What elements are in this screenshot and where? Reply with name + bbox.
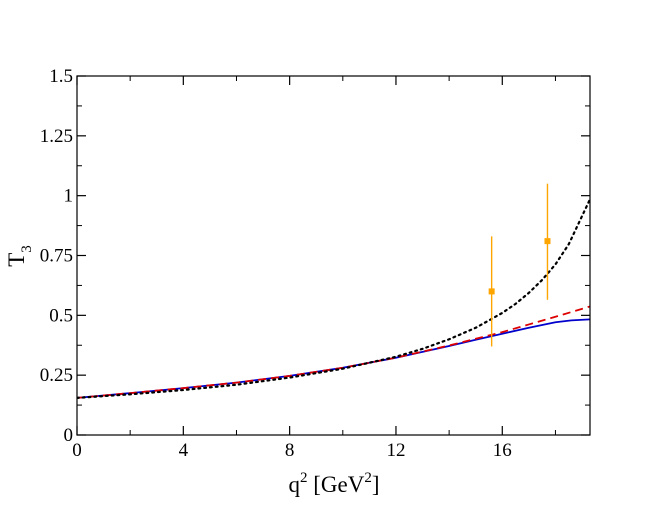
- x-tick-label: 12: [386, 440, 405, 461]
- y-axis-title-base: T: [4, 253, 29, 267]
- series-line-dotted: [77, 198, 590, 399]
- y-tick-label: 1.5: [49, 66, 73, 87]
- x-axis-title-sup: 2: [300, 470, 308, 486]
- x-tick-label: 16: [493, 440, 512, 461]
- data-point-1: [488, 288, 495, 295]
- y-axis-title-sub: 3: [19, 245, 35, 253]
- y-axis-title: T3: [4, 245, 35, 267]
- plot-frame: [76, 75, 591, 436]
- y-tick-label: 0.5: [49, 305, 73, 326]
- y-tick-label: 1: [64, 186, 74, 207]
- y-tick-label: 1.25: [40, 126, 73, 147]
- x-axis-title-unit-close: ]: [372, 472, 380, 497]
- x-axis-title-unit-sup: 2: [364, 470, 372, 486]
- x-axis-title: q2 [GeV2]: [288, 470, 379, 497]
- y-tick-label: 0: [64, 425, 74, 446]
- data-point-2: [544, 238, 551, 245]
- x-tick-label: 8: [285, 440, 295, 461]
- x-axis-title-unit-open: [GeV: [307, 472, 364, 497]
- y-tick-label: 0.75: [40, 246, 73, 267]
- x-tick-label: 0: [72, 440, 82, 461]
- series-line-dashed: [77, 305, 590, 399]
- svg-text:T3: T3: [4, 245, 35, 267]
- svg-text:q2 [GeV2]: q2 [GeV2]: [288, 470, 379, 497]
- series-line-solid: [77, 318, 590, 399]
- y-tick-label: 0.25: [40, 365, 73, 386]
- x-axis-title-base: q: [288, 472, 300, 497]
- x-tick-label: 4: [179, 440, 189, 461]
